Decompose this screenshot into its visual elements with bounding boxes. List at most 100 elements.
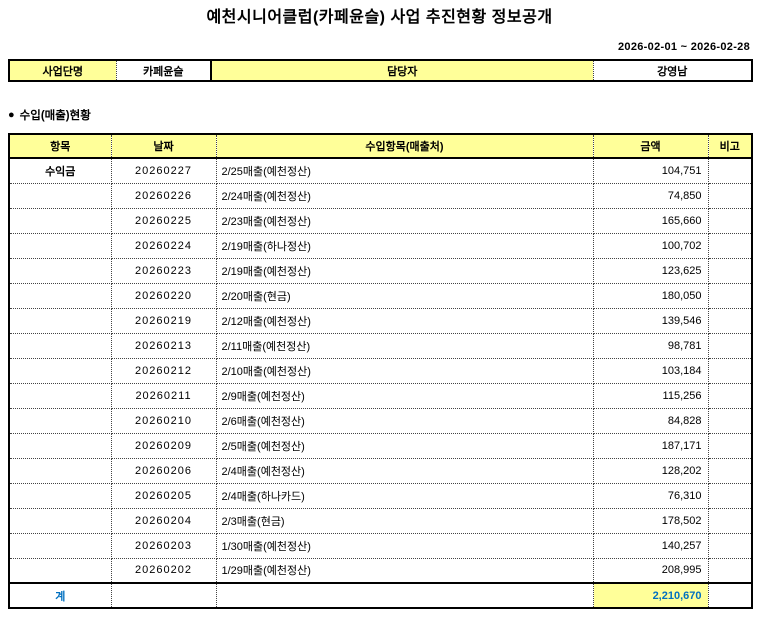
amount-cell: 100,702 — [592, 232, 709, 259]
date-cell: 20260205 — [110, 482, 217, 509]
note-cell — [707, 507, 753, 534]
table-row: 20260213 2/11매출(예천정산) 98,781 — [8, 332, 753, 359]
table-row: 20260209 2/5매출(예천정산) 187,171 — [8, 432, 753, 459]
note-cell — [707, 557, 753, 584]
amount-cell: 128,202 — [592, 457, 709, 484]
amount-cell: 139,546 — [592, 307, 709, 334]
item-cell — [8, 532, 112, 559]
desc-cell: 2/11매출(예천정산) — [215, 332, 594, 359]
desc-cell: 2/24매출(예천정산) — [215, 182, 594, 209]
amount-cell: 115,256 — [592, 382, 709, 409]
table-row: 20260203 1/30매출(예천정산) 140,257 — [8, 532, 753, 559]
section-title-text: 수입(매출)현황 — [19, 110, 91, 122]
table-row: 20260220 2/20매출(현금) 180,050 — [8, 282, 753, 309]
page-title: 예천시니어클럽(카페윤슬) 사업 추진현황 정보공개 — [206, 9, 553, 26]
note-cell — [707, 407, 753, 434]
table-row: 20260219 2/12매출(예천정산) 139,546 — [8, 307, 753, 334]
amount-cell: 103,184 — [592, 357, 709, 384]
table-row: 20260206 2/4매출(예천정산) 128,202 — [8, 457, 753, 484]
item-cell — [8, 257, 112, 284]
desc-cell: 2/3매출(현금) — [215, 507, 594, 534]
item-cell — [8, 432, 112, 459]
total-desc-cell — [215, 582, 594, 609]
table-row: 20260212 2/10매출(예천정산) 103,184 — [8, 357, 753, 384]
date-cell: 20260219 — [110, 307, 217, 334]
date-cell: 20260202 — [110, 557, 217, 584]
desc-cell: 2/4매출(예천정산) — [215, 457, 594, 484]
note-cell — [707, 332, 753, 359]
header-amount: 금액 — [592, 133, 709, 159]
amount-cell: 84,828 — [592, 407, 709, 434]
desc-cell: 2/9매출(예천정산) — [215, 382, 594, 409]
desc-cell: 1/29매출(예천정산) — [215, 557, 594, 584]
note-cell — [707, 382, 753, 409]
date-cell: 20260206 — [110, 457, 217, 484]
amount-cell: 187,171 — [592, 432, 709, 459]
desc-cell: 2/6매출(예천정산) — [215, 407, 594, 434]
amount-cell: 140,257 — [592, 532, 709, 559]
info-table: 사업단명 카페윤슬 담당자 강영남 — [8, 59, 753, 82]
date-cell: 20260203 — [110, 532, 217, 559]
desc-cell: 2/10매출(예천정산) — [215, 357, 594, 384]
desc-cell: 2/25매출(예천정산) — [215, 157, 594, 184]
item-cell — [8, 207, 112, 234]
amount-cell: 76,310 — [592, 482, 709, 509]
table-row: 20260204 2/3매출(현금) 178,502 — [8, 507, 753, 534]
amount-cell: 180,050 — [592, 282, 709, 309]
sales-table-body: 수익금 20260227 2/25매출(예천정산) 104,751 20260226 2/… — [8, 157, 753, 584]
table-row: 20260210 2/6매출(예천정산) 84,828 — [8, 407, 753, 434]
section-title: ● 수입(매출)현황 — [8, 107, 759, 123]
amount-cell: 98,781 — [592, 332, 709, 359]
report-date-range: 2026-02-01 ~ 2026-02-28 — [618, 41, 750, 53]
date-cell: 20260227 — [110, 157, 217, 184]
desc-cell: 1/30매출(예천정산) — [215, 532, 594, 559]
date-cell: 20260212 — [110, 357, 217, 384]
item-cell — [8, 357, 112, 384]
table-row: 20260205 2/4매출(하나카드) 76,310 — [8, 482, 753, 509]
note-cell — [707, 232, 753, 259]
item-cell — [8, 332, 112, 359]
note-cell — [707, 532, 753, 559]
date-cell: 20260211 — [110, 382, 217, 409]
table-row: 20260225 2/23매출(예천정산) 165,660 — [8, 207, 753, 234]
note-cell — [707, 457, 753, 484]
desc-cell: 2/4매출(하나카드) — [215, 482, 594, 509]
item-cell — [8, 282, 112, 309]
table-header-row: 항목 날짜 수입항목(매출처) 금액 비고 — [8, 133, 753, 159]
total-amount: 2,210,670 — [592, 582, 709, 609]
table-row: 20260224 2/19매출(하나정산) 100,702 — [8, 232, 753, 259]
bullet-icon: ● — [8, 108, 15, 121]
sales-table: 항목 날짜 수입항목(매출처) 금액 비고 수익금 20260227 2/25매출(… — [8, 133, 753, 609]
amount-cell: 165,660 — [592, 207, 709, 234]
date-cell: 20260209 — [110, 432, 217, 459]
note-cell — [707, 282, 753, 309]
item-cell — [8, 482, 112, 509]
header-date: 날짜 — [110, 133, 217, 159]
note-cell — [707, 157, 753, 184]
info-value-business-unit: 카페윤슬 — [115, 60, 212, 81]
date-cell: 20260213 — [110, 332, 217, 359]
amount-cell: 123,625 — [592, 257, 709, 284]
header-note: 비고 — [707, 133, 753, 159]
desc-cell: 2/20매출(현금) — [215, 282, 594, 309]
amount-cell: 74,850 — [592, 182, 709, 209]
header-item: 항목 — [8, 133, 112, 159]
info-label-manager: 담당자 — [210, 60, 593, 81]
item-cell — [8, 382, 112, 409]
table-row: 20260202 1/29매출(예천정산) 208,995 — [8, 557, 753, 584]
desc-cell: 2/12매출(예천정산) — [215, 307, 594, 334]
item-cell — [8, 307, 112, 334]
document-page: 예천시니어클럽(카페윤슬) 사업 추진현황 정보공개 2026-02-01 ~ … — [0, 8, 759, 617]
date-cell: 20260223 — [110, 257, 217, 284]
desc-cell: 2/5매출(예천정산) — [215, 432, 594, 459]
item-cell: 수익금 — [8, 157, 112, 184]
item-cell — [8, 557, 112, 584]
amount-cell: 178,502 — [592, 507, 709, 534]
total-note-cell — [707, 582, 753, 609]
item-cell — [8, 457, 112, 484]
date-cell: 20260220 — [110, 282, 217, 309]
desc-cell: 2/19매출(예천정산) — [215, 257, 594, 284]
info-value-manager: 강영남 — [592, 60, 752, 81]
date-cell: 20260210 — [110, 407, 217, 434]
note-cell — [707, 207, 753, 234]
